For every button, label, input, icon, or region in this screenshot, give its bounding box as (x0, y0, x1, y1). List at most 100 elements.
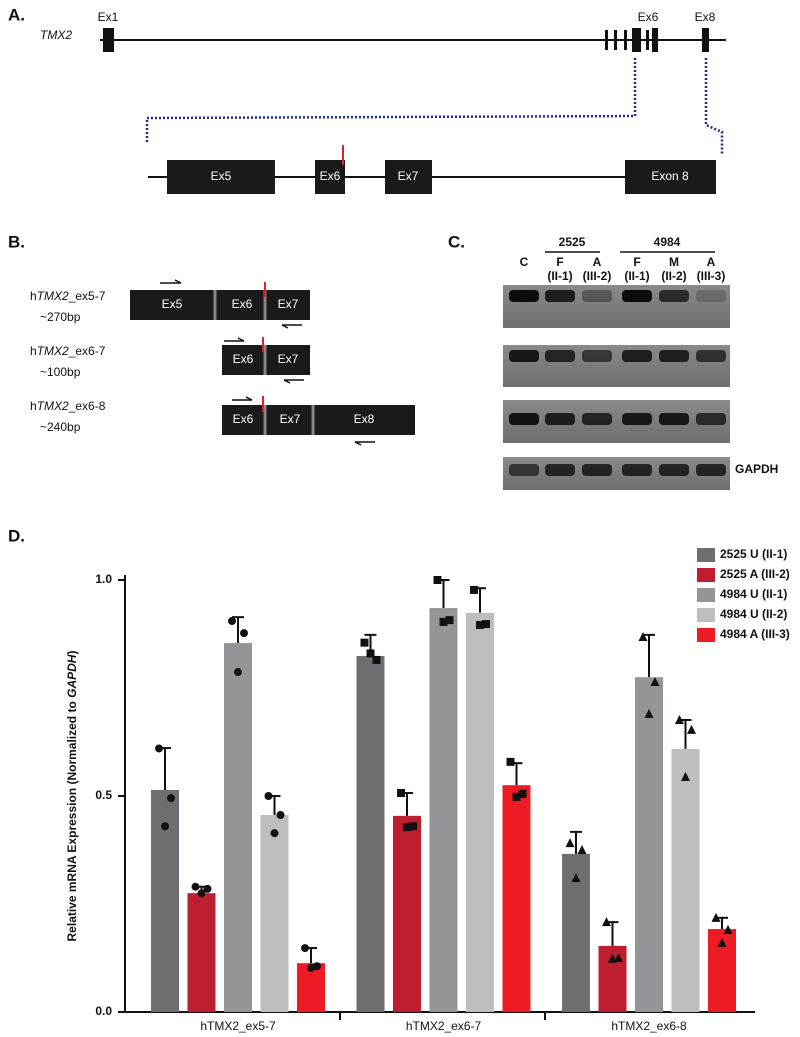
bar (466, 612, 494, 1012)
data-point (360, 638, 369, 647)
data-point (476, 620, 484, 629)
exon-label: Ex6 (233, 352, 254, 366)
gel-band (659, 413, 689, 425)
data-point (197, 889, 206, 898)
legend-swatch (697, 548, 715, 562)
bar (671, 748, 700, 1012)
data-point (638, 632, 648, 642)
data-point (366, 649, 375, 658)
gel-band (582, 350, 612, 362)
exon-label: Ex6 (320, 169, 341, 183)
gel-band (696, 290, 726, 302)
bar (502, 785, 531, 1012)
amplicon-size: ~270bp (40, 310, 81, 324)
data-point (372, 655, 381, 664)
gel-band (659, 464, 689, 476)
data-point (506, 757, 515, 766)
exon-label: Ex6 (638, 10, 659, 24)
bar (429, 608, 458, 1012)
data-point (409, 822, 417, 831)
amplicon-name-part: _ex6-8 (68, 399, 106, 413)
exon-label: Ex8 (695, 10, 716, 24)
data-point (644, 708, 654, 718)
gel-band (622, 464, 652, 476)
data-point (276, 811, 285, 820)
data-point (470, 585, 478, 594)
amplicon-name: hTMX2_ex6-8 (30, 399, 106, 413)
amplicon-name-part: TMX2 (37, 399, 69, 413)
legend-swatch (697, 628, 715, 642)
lane-label: (II-1) (624, 269, 649, 283)
legend-swatch (697, 608, 715, 622)
amplicon-size: ~100bp (40, 365, 81, 379)
exon-label: Ex7 (398, 169, 419, 183)
y-tick-label: 0.5 (95, 788, 112, 802)
data-point (650, 676, 660, 686)
data-point (191, 882, 200, 891)
bar (393, 815, 421, 1012)
data-point (161, 822, 169, 831)
y-axis-title-part: Relative mRNA Expression (Normalized to (65, 698, 79, 942)
panel-label: C. (448, 232, 465, 251)
gel-band (659, 290, 689, 302)
gel-band (545, 413, 575, 425)
amplicon-name-part: h (30, 344, 37, 358)
exon-label: Ex7 (278, 352, 299, 366)
y-axis-title: Relative mRNA Expression (Normalized to … (65, 651, 79, 942)
lane-label: A (707, 255, 716, 269)
data-point (301, 944, 309, 953)
panel-b-diagram (130, 279, 415, 446)
y-axis-title-part: GAPDH (65, 654, 79, 698)
exon-label: Ex6 (233, 412, 254, 426)
x-tick-label: hTMX2_ex6-8 (611, 1019, 687, 1033)
legend-label: 4984 U (II-2) (720, 607, 787, 621)
legend-label: 2525 A (III-2) (720, 567, 790, 581)
data-point (307, 963, 315, 972)
gel-band (696, 413, 726, 425)
exon-label: Ex5 (211, 169, 232, 183)
gel-band (582, 413, 612, 425)
bar (260, 815, 289, 1012)
exon-label: Ex7 (280, 412, 301, 426)
data-point (717, 937, 727, 947)
data-point (577, 845, 587, 854)
legend-label: 4984 U (II-1) (720, 587, 787, 601)
y-tick-label: 1.0 (95, 572, 112, 586)
data-point (313, 962, 321, 971)
data-point (167, 794, 175, 803)
gel-band (582, 290, 612, 302)
gene-name: TMX2 (40, 28, 72, 42)
gel-band (622, 350, 652, 362)
panel-label: B. (8, 232, 25, 251)
lane-label: (III-2) (583, 269, 612, 283)
data-point (681, 771, 690, 781)
data-point (155, 744, 163, 753)
lane-label: (II-1) (547, 269, 572, 283)
lane-label: F (556, 255, 563, 269)
gel-band (545, 290, 575, 302)
data-point (397, 788, 405, 797)
amplicon-name: hTMX2_ex5-7 (30, 289, 106, 303)
y-axis-title-part: ) (65, 651, 79, 655)
panel-label: D. (8, 526, 25, 545)
lane-label: F (633, 255, 640, 269)
gel-band (659, 350, 689, 362)
loading-control: GAPDH (735, 462, 778, 476)
legend-label: 2525 U (II-1) (720, 547, 787, 561)
gel-band (696, 464, 726, 476)
gel-band (509, 464, 539, 476)
amplicon-name-part: h (30, 399, 37, 413)
data-point (445, 616, 454, 625)
legend-swatch (697, 568, 715, 582)
amplicon-name-part: _ex6-7 (68, 344, 106, 358)
data-point (512, 792, 521, 801)
exon-label: Ex8 (354, 412, 375, 426)
data-point (675, 714, 684, 724)
y-tick-label: 0.0 (95, 1004, 112, 1018)
data-point (723, 924, 733, 934)
gel-band (622, 290, 652, 302)
data-point (565, 838, 575, 848)
data-point (403, 823, 411, 832)
exon-label: Ex7 (278, 297, 299, 311)
gel-band (622, 413, 652, 425)
